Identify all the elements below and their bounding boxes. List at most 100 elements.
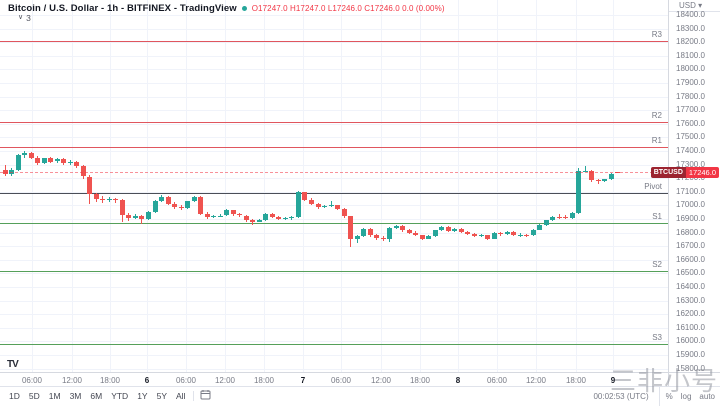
time-gridline [536, 0, 537, 372]
time-gridline [264, 0, 265, 372]
candle-body [302, 192, 308, 200]
candle-body [406, 229, 412, 233]
candle-body [550, 216, 556, 221]
time-axis[interactable]: 06:00 12:00 18:00 6 06:00 12:00 18:00 7 06:00 12:… [0, 372, 720, 387]
candle-body [22, 152, 28, 156]
candle-body [426, 235, 432, 239]
time-gridline [458, 0, 459, 372]
badge-symbol: BTCUSD [650, 167, 686, 178]
range-button-ytd[interactable]: YTD [111, 391, 129, 401]
log-scale-toggle[interactable]: log [680, 391, 692, 401]
candle-body [530, 229, 536, 236]
ohlc-values: O17247.0 H17247.0 L17246.0 C17246.0 0.0 … [251, 4, 445, 13]
price-gridline [0, 327, 668, 329]
candle-body [54, 159, 60, 162]
candle-wick [565, 214, 567, 220]
candle-body [458, 228, 464, 233]
candle-body [315, 203, 321, 208]
bottom-toolbar: 1D 5D 1M 3M 6M YTD 1Y 5Y All 00:02:53 (UTC) % lo… [0, 386, 720, 406]
toolbar-right: 00:02:53 (UTC) % log auto [593, 386, 720, 406]
range-button-1m[interactable]: 1M [48, 391, 61, 401]
pivot-level-line-s1 [0, 223, 668, 225]
price-tick-label: 17100.0 [676, 186, 705, 196]
candle-body [41, 158, 47, 163]
time-tick-label: 06:00 [486, 376, 508, 385]
axis-corner-divider [668, 373, 669, 387]
currency-dropdown[interactable]: USD ▾ [669, 0, 720, 12]
price-tick-label: 18100.0 [676, 50, 705, 60]
pivot-level-line-r3 [0, 40, 668, 42]
range-button-5d[interactable]: 5D [28, 391, 40, 401]
time-tick-label: 12:00 [214, 376, 236, 385]
pivot-level-label: S3 [652, 333, 662, 343]
candle-body [289, 217, 295, 219]
candle-wick [69, 159, 71, 166]
time-tick-label: 18:00 [99, 376, 121, 385]
price-tick-label: 15900.0 [676, 350, 705, 359]
candle-body [106, 199, 112, 201]
range-button-3m[interactable]: 3M [69, 391, 82, 401]
candle-body [511, 231, 517, 236]
candle-body [28, 152, 34, 158]
price-tick-label: 16400.0 [676, 282, 705, 291]
time-gridline [420, 0, 421, 372]
candle-body [432, 230, 438, 236]
time-tick-label: 18:00 [565, 376, 587, 385]
pivot-level-label: R2 [651, 110, 662, 120]
price-axis[interactable]: USD ▾ 18400.0 18300.0 18200.0 18100.0 18000.… [668, 0, 720, 372]
time-tick-label: 9 [610, 376, 616, 385]
candle-body [61, 159, 67, 164]
time-tick-label: 06:00 [21, 376, 43, 385]
time-gridline [72, 0, 73, 372]
time-axis-labels: 06:00 12:00 18:00 6 06:00 12:00 18:00 7 06:00 12:… [0, 373, 668, 387]
candle-body [419, 235, 425, 239]
candle-body [87, 176, 93, 195]
chevron-down-icon: ∨ [18, 14, 24, 21]
candle-body [328, 205, 334, 207]
time-gridline [110, 0, 111, 372]
candle-wick [356, 235, 358, 244]
candle-body [224, 210, 230, 216]
candle-body [230, 210, 236, 215]
price-gridline [0, 341, 668, 343]
price-tick-label: 16500.0 [676, 268, 705, 278]
range-button-5y[interactable]: 5Y [156, 391, 167, 401]
candle-body [478, 235, 484, 236]
object-tree-collapse[interactable]: ∨ 3 [18, 13, 31, 23]
candle-body [152, 201, 158, 212]
range-button-6m[interactable]: 6M [90, 391, 103, 401]
candle-wick [330, 201, 332, 208]
go-to-date-icon[interactable] [200, 387, 211, 405]
range-button-1d[interactable]: 1D [9, 391, 20, 401]
auto-scale-toggle[interactable]: auto [699, 391, 715, 401]
price-gridline [0, 110, 668, 112]
candle-body [191, 197, 197, 202]
range-button-1y[interactable]: 1Y [137, 391, 148, 401]
candle-body [354, 236, 360, 240]
candle-body [48, 158, 54, 162]
tradingview-logo[interactable]: TV [7, 359, 19, 370]
utc-clock: 00:02:53 (UTC) [593, 391, 649, 401]
range-button-all[interactable]: All [176, 391, 186, 401]
price-gridline [0, 96, 668, 98]
price-tick-label: 17700.0 [676, 105, 705, 115]
last-price-badge[interactable]: BTCUSD 17246.0 [650, 167, 719, 178]
price-tick-label: 16700.0 [676, 241, 705, 251]
candle-body [308, 199, 314, 204]
pivot-level-label: R1 [651, 135, 662, 145]
price-gridline [0, 178, 668, 180]
candle-body [204, 213, 210, 217]
candle-body [498, 232, 503, 234]
price-gridline [0, 164, 668, 166]
candle-body [393, 225, 399, 228]
toolbar-right-divider [658, 386, 660, 406]
price-tick-label: 17400.0 [676, 146, 705, 155]
symbol-title[interactable]: Bitcoin / U.S. Dollar - 1h - BITFINEX - … [8, 3, 237, 14]
candle-body [367, 229, 373, 236]
time-gridline [341, 0, 342, 372]
candle-wick [558, 213, 560, 219]
percent-scale-toggle[interactable]: % [665, 391, 673, 401]
candle-body [15, 155, 21, 170]
time-tick-label: 12:00 [525, 376, 547, 385]
chart-pane[interactable]: R3 R2 R1 Pivot S1 S2 S3 [0, 0, 668, 372]
